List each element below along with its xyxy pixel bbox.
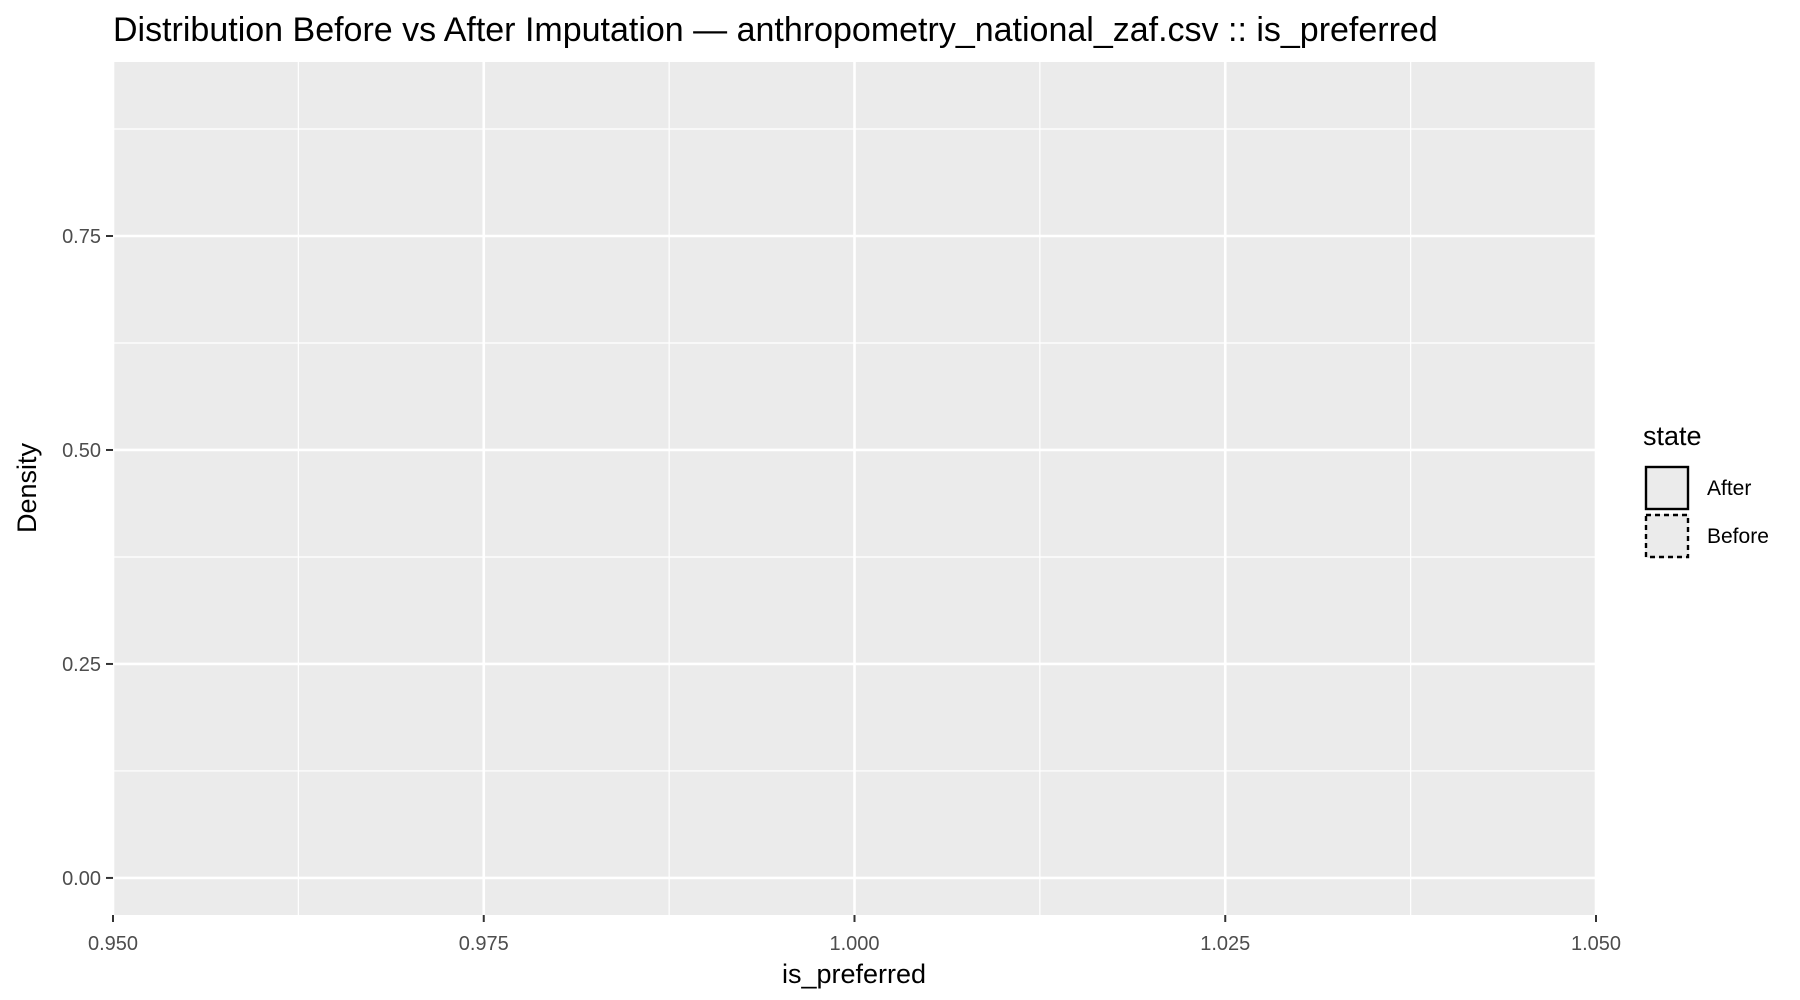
x-axis-title: is_preferred bbox=[782, 959, 926, 989]
x-tick-label: 1.025 bbox=[1200, 933, 1250, 955]
x-tick-label: 1.050 bbox=[1571, 933, 1621, 955]
legend-title: state bbox=[1643, 421, 1702, 451]
y-tick-label: 0.25 bbox=[62, 654, 101, 676]
y-tick-label: 0.75 bbox=[62, 226, 101, 248]
y-tick-label: 0.00 bbox=[62, 868, 101, 890]
x-tick-label: 0.975 bbox=[459, 933, 509, 955]
legend-keys: After Before bbox=[1644, 465, 1769, 559]
x-tick-label: 1.000 bbox=[829, 933, 879, 955]
legend-label: Before bbox=[1707, 525, 1769, 548]
y-axis: 0.00 0.25 0.50 0.75 bbox=[62, 226, 113, 890]
major-gridlines bbox=[111, 62, 1598, 915]
y-tick-label: 0.50 bbox=[62, 440, 101, 462]
legend-key-background bbox=[1645, 466, 1689, 510]
legend-key-after bbox=[1644, 465, 1690, 511]
legend-key-before bbox=[1644, 513, 1690, 559]
y-axis-title: Density bbox=[12, 442, 42, 533]
chart-title: Distribution Before vs After Imputation … bbox=[113, 11, 1438, 49]
x-tick-label: 0.950 bbox=[88, 933, 138, 955]
x-axis: 0.950 0.975 1.000 1.025 1.050 bbox=[88, 915, 1621, 955]
legend-label: After bbox=[1707, 477, 1751, 500]
legend: state After Before bbox=[1643, 421, 1769, 559]
legend-key-background bbox=[1645, 514, 1689, 558]
